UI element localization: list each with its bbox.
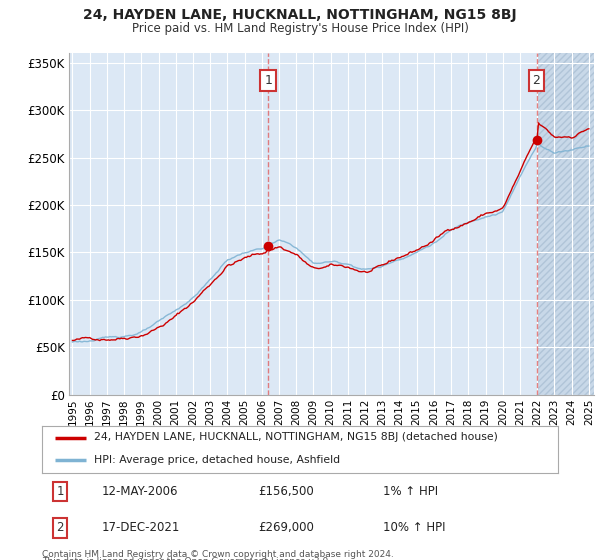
Text: £156,500: £156,500 xyxy=(259,485,314,498)
Text: 12-MAY-2006: 12-MAY-2006 xyxy=(101,485,178,498)
Text: 1: 1 xyxy=(56,485,64,498)
Text: 2: 2 xyxy=(56,521,64,534)
Text: Contains HM Land Registry data © Crown copyright and database right 2024.: Contains HM Land Registry data © Crown c… xyxy=(42,550,394,559)
Text: 24, HAYDEN LANE, HUCKNALL, NOTTINGHAM, NG15 8BJ (detached house): 24, HAYDEN LANE, HUCKNALL, NOTTINGHAM, N… xyxy=(94,432,497,442)
Text: 10% ↑ HPI: 10% ↑ HPI xyxy=(383,521,445,534)
Text: 2: 2 xyxy=(533,74,541,87)
Text: 1% ↑ HPI: 1% ↑ HPI xyxy=(383,485,437,498)
Text: HPI: Average price, detached house, Ashfield: HPI: Average price, detached house, Ashf… xyxy=(94,455,340,465)
Text: 17-DEC-2021: 17-DEC-2021 xyxy=(101,521,180,534)
Text: 24, HAYDEN LANE, HUCKNALL, NOTTINGHAM, NG15 8BJ: 24, HAYDEN LANE, HUCKNALL, NOTTINGHAM, N… xyxy=(83,8,517,22)
Text: This data is licensed under the Open Government Licence v3.0.: This data is licensed under the Open Gov… xyxy=(42,557,331,560)
Text: 1: 1 xyxy=(264,74,272,87)
Text: £269,000: £269,000 xyxy=(259,521,314,534)
Bar xyxy=(537,53,598,395)
Text: Price paid vs. HM Land Registry's House Price Index (HPI): Price paid vs. HM Land Registry's House … xyxy=(131,22,469,35)
